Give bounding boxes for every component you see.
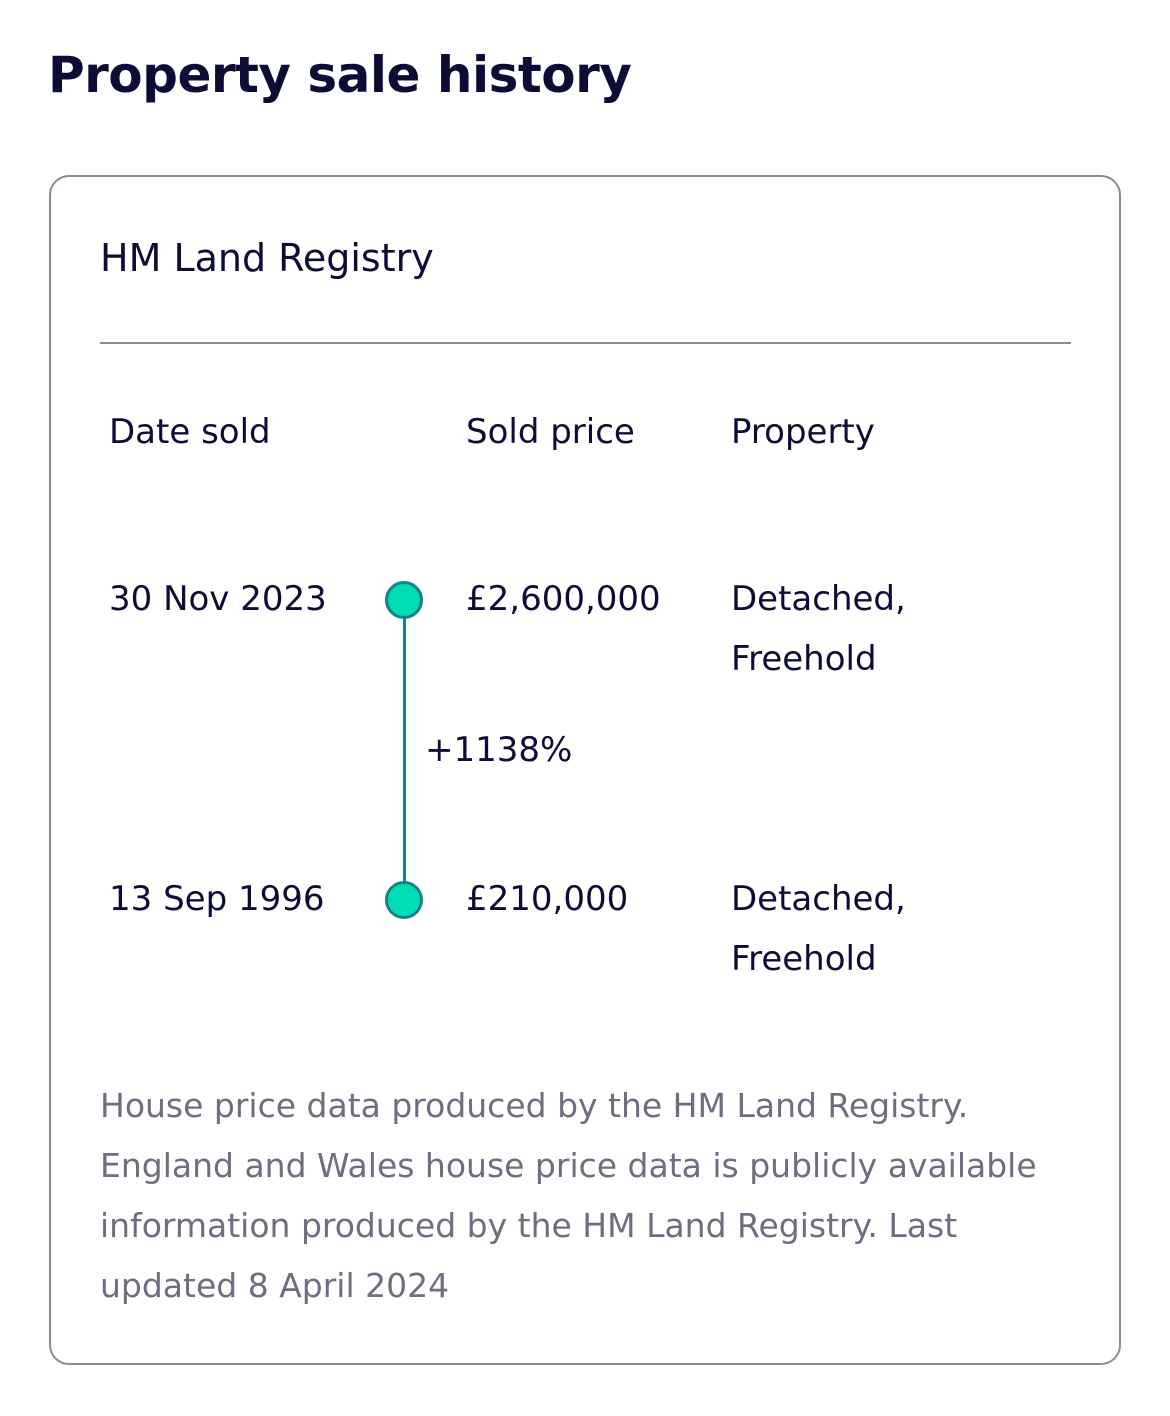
data-source-heading: HM Land Registry bbox=[100, 236, 434, 280]
sale-date: 13 Sep 1996 bbox=[109, 879, 325, 919]
property-type-line: Detached, bbox=[731, 579, 906, 619]
sale-price: £2,600,000 bbox=[466, 579, 661, 619]
property-type: Detached, Freehold bbox=[731, 869, 906, 989]
sale-history-card bbox=[49, 175, 1121, 1365]
property-type-line: Detached, bbox=[731, 879, 906, 919]
sale-price: £210,000 bbox=[466, 879, 629, 919]
timeline-dot bbox=[385, 881, 423, 919]
property-tenure-line: Freehold bbox=[731, 939, 877, 979]
timeline-connector bbox=[403, 618, 406, 882]
property-type: Detached, Freehold bbox=[731, 569, 906, 689]
divider bbox=[100, 342, 1071, 344]
sale-date: 30 Nov 2023 bbox=[109, 579, 327, 619]
data-footnote: House price data produced by the HM Land… bbox=[100, 1086, 1037, 1305]
column-header-price: Sold price bbox=[466, 412, 635, 452]
price-change-percent: +1138% bbox=[425, 730, 573, 770]
page-title: Property sale history bbox=[48, 46, 632, 104]
column-header-property: Property bbox=[731, 412, 875, 452]
column-header-date: Date sold bbox=[109, 412, 271, 452]
property-tenure-line: Freehold bbox=[731, 639, 877, 679]
timeline-dot bbox=[385, 581, 423, 619]
